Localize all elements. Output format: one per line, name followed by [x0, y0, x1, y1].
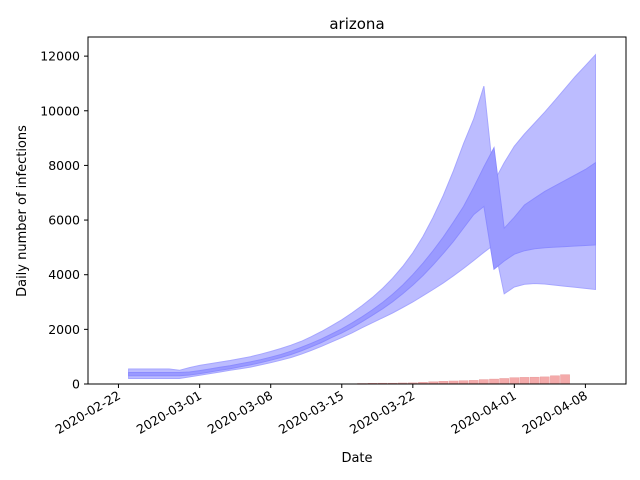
x-tick-label: 2020-03-08 [205, 388, 275, 437]
x-tick-label: 2020-03-01 [134, 388, 204, 437]
y-axis-ticks: 0 2000 4000 6000 8000 10000 12000 [40, 49, 88, 392]
y-tick-label: 0 [72, 377, 80, 392]
daily-case-bar [489, 378, 499, 385]
x-tick-label: 2020-04-01 [448, 388, 518, 437]
y-tick-label: 12000 [40, 49, 80, 64]
y-tick-label: 8000 [48, 158, 80, 173]
plot-frame [87, 36, 627, 385]
x-tick-label: 2020-04-08 [519, 388, 589, 437]
daily-case-bar [509, 377, 520, 385]
daily-case-bar [539, 376, 550, 385]
x-tick-label: 2020-03-22 [347, 388, 417, 437]
daily-case-bar [560, 374, 570, 385]
daily-case-bar [479, 379, 489, 385]
bars-layer [357, 374, 570, 385]
daily-case-bar [499, 378, 509, 385]
chart-title: arizona [329, 15, 384, 33]
y-tick-label: 6000 [48, 213, 80, 228]
x-tick-label: 2020-02-22 [53, 388, 123, 437]
daily-case-bar [550, 375, 560, 385]
inner-uncertainty-band [128, 146, 596, 377]
x-tick-label: 2020-03-15 [276, 388, 346, 437]
x-axis-title: Date [341, 451, 372, 466]
y-tick-label: 10000 [40, 103, 80, 118]
y-axis-title: Daily number of infections [15, 125, 30, 297]
y-tick-label: 2000 [48, 322, 80, 337]
y-tick-label: 4000 [48, 267, 80, 282]
x-axis-ticks: 2020-02-22 2020-03-01 2020-03-08 2020-03-15… [53, 384, 590, 437]
daily-case-bar [519, 377, 530, 385]
bands-layer [128, 53, 596, 379]
outer-uncertainty-band [128, 53, 596, 379]
daily-case-bar [529, 376, 540, 385]
daily-case-bar [468, 380, 479, 385]
